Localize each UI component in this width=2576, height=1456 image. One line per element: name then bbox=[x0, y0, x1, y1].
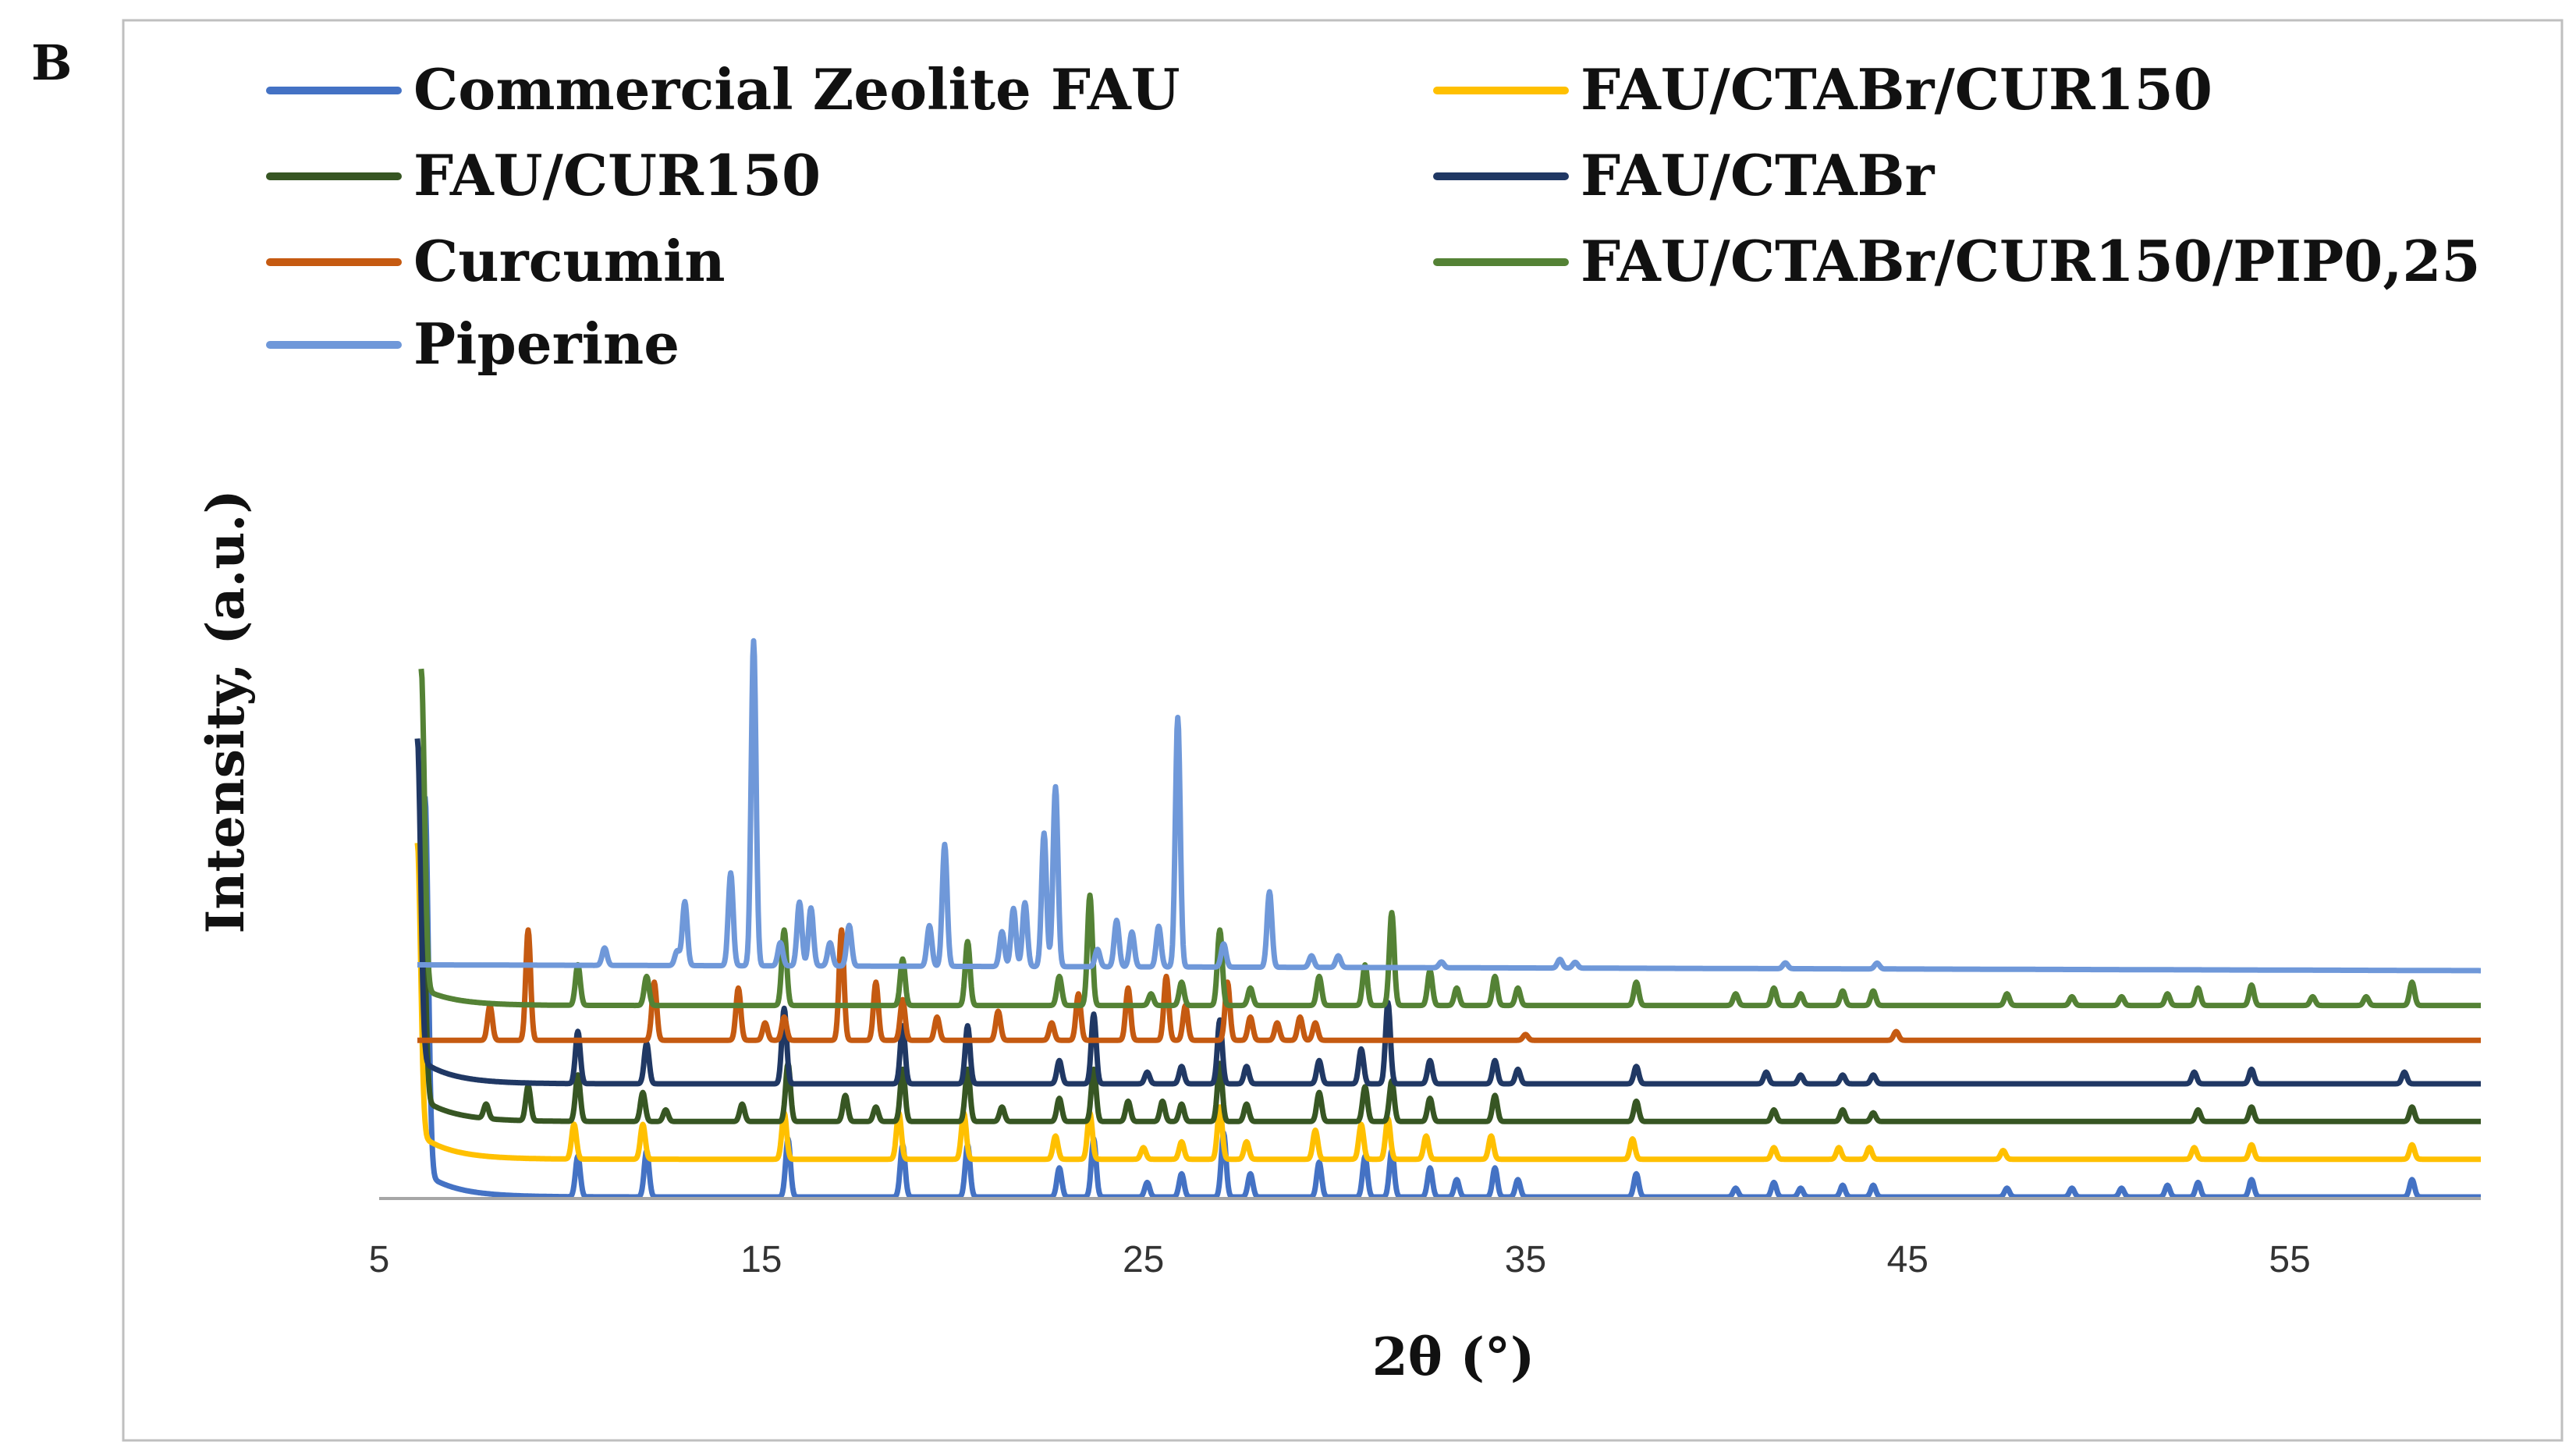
legend-label-2: FAU/CUR150 bbox=[413, 142, 821, 208]
legend-label-1: FAU/CTABr/CUR150 bbox=[1581, 56, 2212, 123]
x-axis-title: 2θ (°) bbox=[1372, 1326, 1535, 1387]
x-tick-labels: 5 15 25 35 45 55 bbox=[369, 1239, 2311, 1280]
series-line-3 bbox=[414, 738, 2483, 1087]
legend-label-4: Curcumin bbox=[413, 228, 726, 294]
x-tick-label: 25 bbox=[1123, 1239, 1164, 1280]
x-tick-label: 15 bbox=[740, 1239, 782, 1280]
y-axis-title: Intensity, (a.u.) bbox=[195, 489, 256, 933]
legend-label-6: Piperine bbox=[413, 311, 679, 377]
series-line-4 bbox=[415, 927, 2483, 1043]
series-line-1 bbox=[414, 842, 2483, 1163]
x-tick-label: 35 bbox=[1505, 1239, 1546, 1280]
legend-label-5: FAU/CTABr/CUR150/PIP0,25 bbox=[1581, 228, 2481, 294]
legend-label-0: Commercial Zeolite FAU bbox=[413, 56, 1180, 123]
series-line-5 bbox=[418, 668, 2483, 1009]
series-group bbox=[414, 637, 2483, 1200]
panel-label: B bbox=[31, 34, 73, 91]
legend-label-3: FAU/CTABr bbox=[1581, 142, 1936, 208]
x-tick-label: 55 bbox=[2269, 1239, 2310, 1280]
x-tick-label: 5 bbox=[369, 1239, 390, 1280]
chart-border bbox=[122, 19, 2564, 1442]
series-line-2 bbox=[418, 772, 2483, 1124]
x-tick-label: 45 bbox=[1887, 1239, 1928, 1280]
series-line-6 bbox=[415, 637, 2483, 974]
legend: Commercial Zeolite FAU FAU/CTABr/CUR150 FA… bbox=[266, 56, 2481, 377]
